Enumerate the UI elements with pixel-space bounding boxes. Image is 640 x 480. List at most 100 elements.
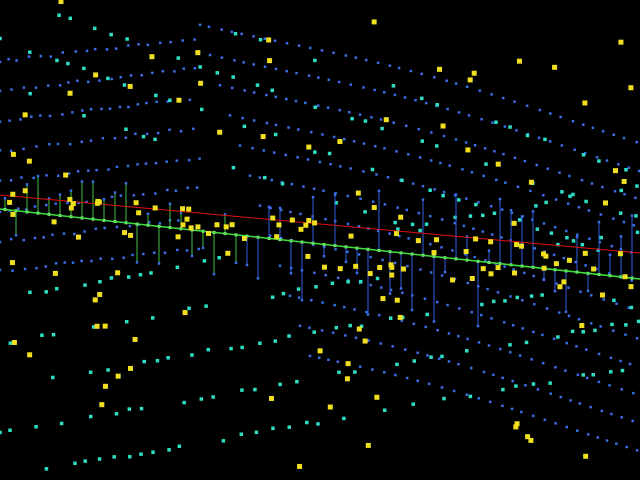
point [417,211,421,215]
point [44,467,49,471]
point [80,180,84,183]
point [99,402,105,408]
point [622,274,628,280]
point [308,46,312,50]
point [324,273,327,277]
point [591,126,595,130]
point [52,270,58,276]
point [602,298,605,301]
point [457,362,460,366]
point [122,256,125,260]
point [400,315,405,320]
point [491,299,496,304]
point [514,421,520,427]
point [243,89,246,92]
point [529,294,534,298]
point [490,317,493,320]
point [605,159,609,162]
point [421,184,425,188]
point [0,240,2,244]
point [8,428,12,432]
point [513,424,519,430]
point [0,210,2,214]
point [627,166,631,169]
point [418,156,422,159]
point [296,156,299,159]
point [346,250,349,254]
point [610,322,614,327]
point [573,148,576,152]
point [458,307,461,310]
red-axis [0,194,640,254]
point [86,80,90,84]
point [334,192,337,195]
point [321,133,324,136]
point [289,210,292,214]
point [195,224,201,230]
point [599,213,603,216]
point [57,174,60,178]
point [234,261,238,265]
point [465,85,469,89]
point [308,326,311,330]
point [612,133,616,137]
point [574,260,577,264]
point [567,314,571,318]
point [472,227,475,230]
point [110,257,114,261]
point [411,182,415,185]
point [610,412,613,416]
point [383,117,389,123]
point [201,246,205,250]
point [503,265,506,268]
point [353,370,357,374]
point [0,60,2,64]
point [595,267,598,271]
point [480,313,483,317]
point [145,132,149,136]
point [220,28,223,31]
point [474,202,478,207]
point [242,124,247,129]
point [128,454,132,459]
point [528,437,534,443]
point [395,362,399,367]
point [553,261,559,267]
point [501,404,504,408]
point [124,181,128,185]
point [612,298,616,303]
point [514,242,520,248]
point [230,86,234,90]
point [68,143,72,146]
point [126,164,130,168]
point [95,198,101,204]
point [22,147,25,151]
point [386,175,390,179]
point [176,97,182,103]
point [410,222,415,227]
point [230,30,234,34]
point [342,137,346,141]
point [221,439,226,443]
point [388,262,394,268]
point [46,84,50,87]
point [537,136,541,140]
point [374,394,380,400]
point [139,406,144,411]
point [577,205,581,209]
point [317,356,321,360]
point [442,396,446,401]
point [154,93,158,98]
point [55,286,59,291]
point [334,201,338,205]
point [39,114,42,117]
point [503,299,507,303]
point [482,370,486,374]
point [454,193,458,196]
point [54,202,57,205]
point [518,354,522,357]
point [570,329,575,334]
point [51,332,56,337]
point [26,158,32,164]
point [296,287,301,291]
